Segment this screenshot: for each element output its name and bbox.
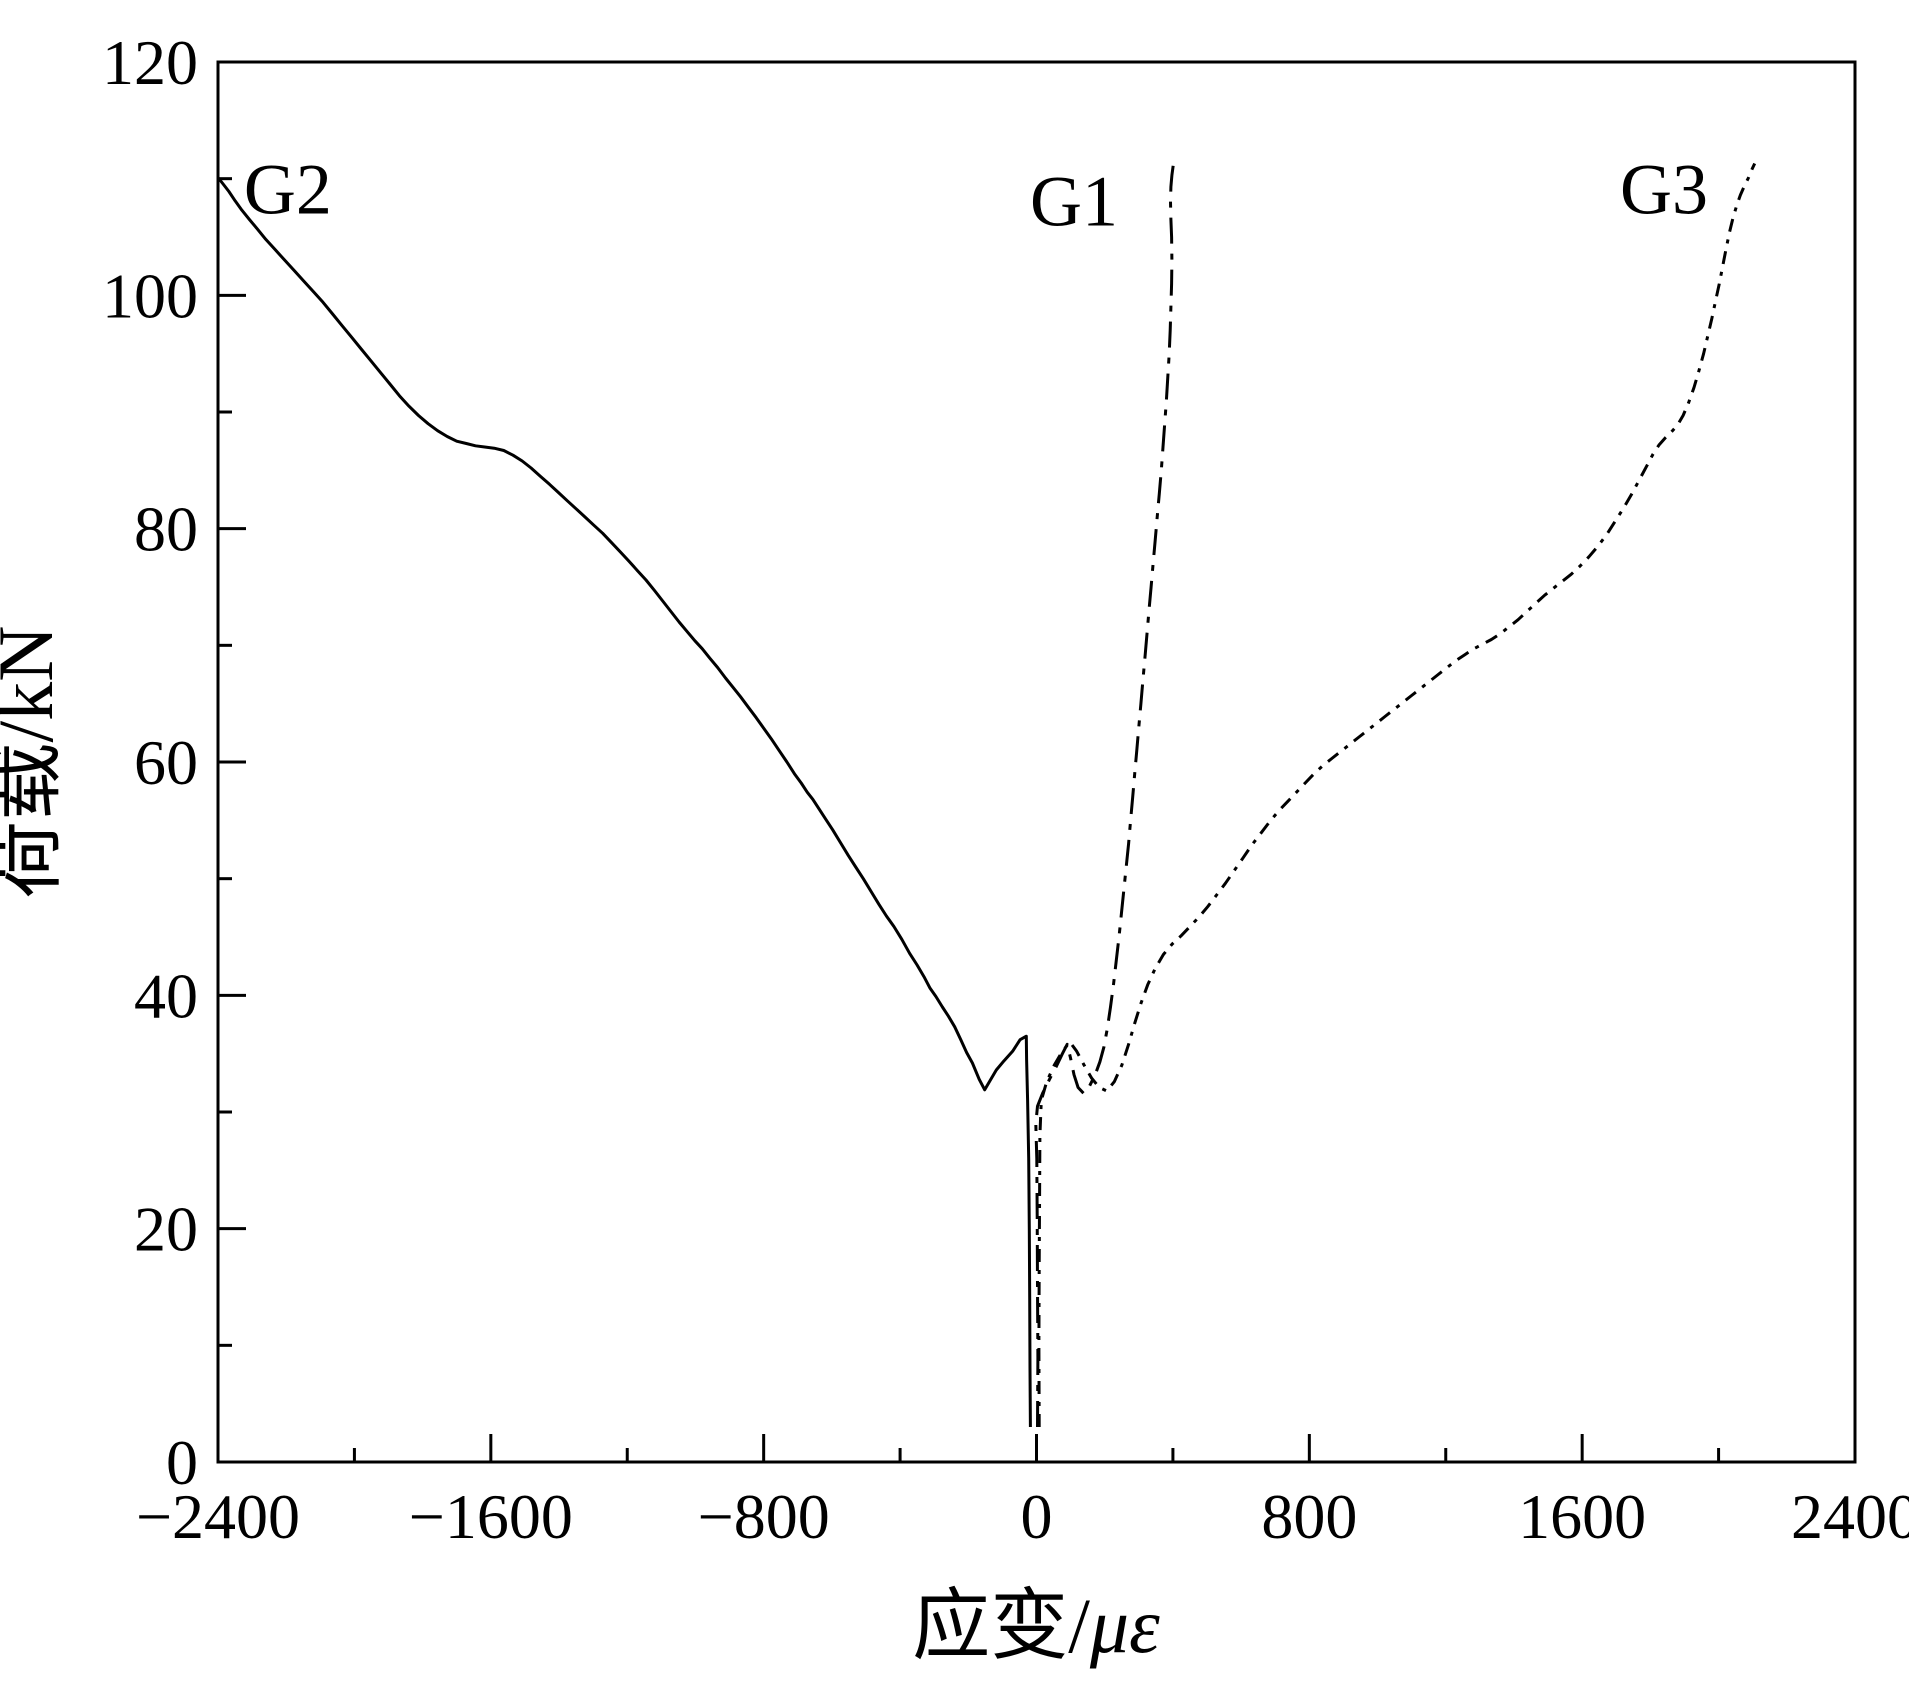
x-axis-title-text: 应变/ bbox=[912, 1582, 1090, 1669]
x-tick-label: 1600 bbox=[1518, 1481, 1646, 1552]
x-axis-title: 应变/με bbox=[912, 1582, 1160, 1669]
x-axis-title-symbol: με bbox=[1089, 1582, 1160, 1669]
y-tick-label: 80 bbox=[134, 494, 198, 565]
series-G1-curve bbox=[1034, 164, 1175, 1428]
x-tick-label: 800 bbox=[1261, 1481, 1357, 1552]
series-G2-curve bbox=[216, 176, 1032, 1428]
series-label-G3: G3 bbox=[1620, 150, 1708, 230]
series bbox=[216, 162, 1757, 1428]
series-label-G2: G2 bbox=[244, 150, 332, 230]
x-tick-label: −2400 bbox=[136, 1481, 300, 1552]
x-tick-label: −800 bbox=[698, 1481, 830, 1552]
series-labels: G2 G1 G3 bbox=[244, 150, 1708, 242]
series-label-G1: G1 bbox=[1030, 161, 1118, 241]
axes: −2400 −1600 −800 0 800 1600 2400 0 20 40 60 80 100 12… bbox=[102, 27, 1909, 1552]
y-tick-label: 120 bbox=[102, 27, 198, 98]
y-tick-label: 100 bbox=[102, 260, 198, 331]
y-tick-label: 40 bbox=[134, 960, 198, 1031]
x-tick-label: 2400 bbox=[1791, 1481, 1909, 1552]
y-tick-label: 60 bbox=[134, 727, 198, 798]
x-tick-label: −1600 bbox=[409, 1481, 573, 1552]
y-axis-title: 荷载/kN bbox=[0, 625, 69, 898]
x-tick-label: 0 bbox=[1021, 1481, 1053, 1552]
y-tick-label: 20 bbox=[134, 1194, 198, 1265]
series-G3-curve bbox=[1037, 162, 1757, 1428]
y-tick-label: 0 bbox=[166, 1427, 198, 1498]
